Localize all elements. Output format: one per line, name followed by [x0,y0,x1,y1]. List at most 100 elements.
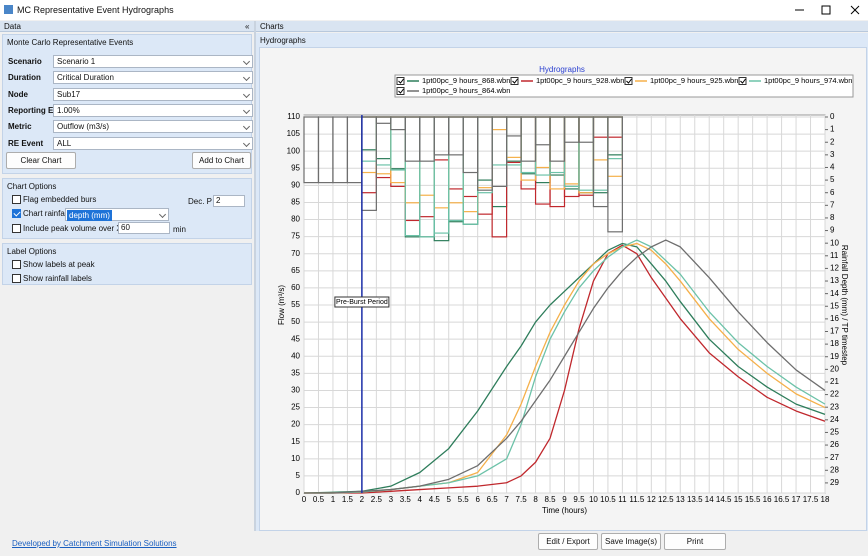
checkbox-label: Flag embedded burs [23,195,96,204]
x-tick-label: 3.5 [400,495,412,504]
x-tick-label: 14 [705,495,714,504]
legend-label: 1pt00pc_9 hours_864.wbn [422,86,510,95]
x-tick-label: 10 [589,495,598,504]
clear-chart-button[interactable]: Clear Chart [6,152,76,169]
y2-tick-label: 13 [830,276,839,285]
group-header: Label Options [7,247,56,256]
field-label: Scenario [8,57,42,66]
edit-export-button[interactable]: Edit / Export [538,533,598,550]
legend-label: 1pt00pc_9 hours_925.wbn [650,76,738,85]
y2-tick-label: 26 [830,440,839,449]
field-combo[interactable]: Critical Duration [53,71,253,84]
legend-label: 1pt00pc_9 hours_868.wbn [422,76,510,85]
chart-options: Chart Options Flag embedded burs Dec. P … [2,178,252,239]
x-tick-label: 0 [302,495,307,504]
checkbox[interactable] [12,224,21,233]
y-tick-label: 20 [291,420,300,429]
y-axis-title: Flow (m³/s) [277,285,286,325]
data-header: Data « [0,21,254,32]
field-label: Duration [8,73,41,82]
y-tick-label: 45 [291,334,300,343]
y2-tick-label: 15 [830,301,839,310]
x-tick-label: 3 [389,495,394,504]
x-tick-label: 2.5 [371,495,383,504]
x-tick-label: 7.5 [516,495,528,504]
checkbox[interactable] [12,274,21,283]
x-tick-label: 6 [475,495,480,504]
y-tick-label: 0 [296,488,301,497]
window-controls[interactable] [790,3,868,17]
print-button[interactable]: Print [664,533,726,550]
y2-tick-label: 2 [830,137,835,146]
y2-tick-label: 18 [830,339,839,348]
y2-tick-label: 23 [830,402,839,411]
x-tick-label: 5.5 [458,495,470,504]
y2-tick-label: 7 [830,200,835,209]
group-header: Monte Carlo Representative Events [7,38,133,47]
x-tick-label: 2 [360,495,365,504]
combo-selection: depth (mm) [67,210,112,221]
checkbox[interactable] [12,260,21,269]
dec-input[interactable]: 2 [213,195,245,207]
y-tick-label: 100 [287,146,301,155]
y2-tick-label: 16 [830,314,839,323]
x-tick-label: 5 [446,495,451,504]
collapse[interactable]: « [245,21,249,32]
y2-tick-label: 19 [830,352,839,361]
y2-tick-label: 11 [830,251,839,260]
charts-header: Charts [256,21,868,32]
y2-tick-label: 10 [830,238,839,247]
rainfall-combo[interactable]: depth (mm) [65,208,169,221]
y2-tick-label: 0 [830,112,835,121]
data-header-text: Data [4,21,21,32]
x-tick-label: 13.5 [687,495,703,504]
x-tick-label: 11.5 [629,495,645,504]
x-tick-label: 1 [331,495,336,504]
save-images-button[interactable]: Save Image(s) [601,533,661,550]
y2-tick-label: 27 [830,453,839,462]
y2-tick-label: 25 [830,428,839,437]
y2-tick-label: 24 [830,415,839,424]
y2-tick-label: 20 [830,364,839,373]
y-tick-label: 70 [291,249,300,258]
field-combo[interactable]: Scenario 1 [53,55,253,68]
x-tick-label: 4.5 [429,495,441,504]
title-bar: MC Representative Event Hydrographs [0,0,868,20]
x-tick-label: 8.5 [544,495,556,504]
chart: 0510152025303540455055606570758085909510… [259,47,867,531]
x-tick-label: 4 [418,495,423,504]
app-icon [4,5,13,14]
x-tick-label: 16 [763,495,772,504]
checkbox[interactable] [12,195,21,204]
checkbox-label: Chart rainfall [23,209,68,218]
y2-tick-label: 9 [830,226,835,235]
field-label: RE Event [8,139,43,148]
y2-axis-title: Rainfall Depth (mm) / TP timestep [840,245,849,366]
peak-input[interactable]: 60 [118,222,170,234]
y2-tick-label: 6 [830,188,835,197]
field-combo[interactable]: 1.00% [53,104,253,117]
add-chart-button[interactable]: Add to Chart [192,152,251,169]
footer-link[interactable]: Developed by Catchment Simulation Soluti… [12,539,177,548]
field-combo[interactable]: Outflow (m3/s) [53,120,253,133]
y-tick-label: 90 [291,180,300,189]
field-combo[interactable]: Sub17 [53,88,253,101]
y-tick-label: 55 [291,300,300,309]
y-tick-label: 60 [291,283,300,292]
x-tick-label: 12 [647,495,656,504]
dec-label: Dec. P [188,197,212,206]
y-tick-label: 30 [291,386,300,395]
x-tick-label: 17 [792,495,801,504]
field-label: Reporting EP [8,106,59,115]
y2-tick-label: 21 [830,377,839,386]
x-tick-label: 7 [504,495,509,504]
field-combo[interactable]: ALL [53,137,253,150]
checkbox-label: Show labels at peak [23,260,95,269]
tab-title: Hydrographs [260,36,306,45]
checkbox[interactable] [12,209,21,218]
x-tick-label: 0.5 [313,495,325,504]
y2-tick-label: 8 [830,213,835,222]
x-tick-label: 15.5 [745,495,761,504]
x-tick-label: 15 [734,495,743,504]
